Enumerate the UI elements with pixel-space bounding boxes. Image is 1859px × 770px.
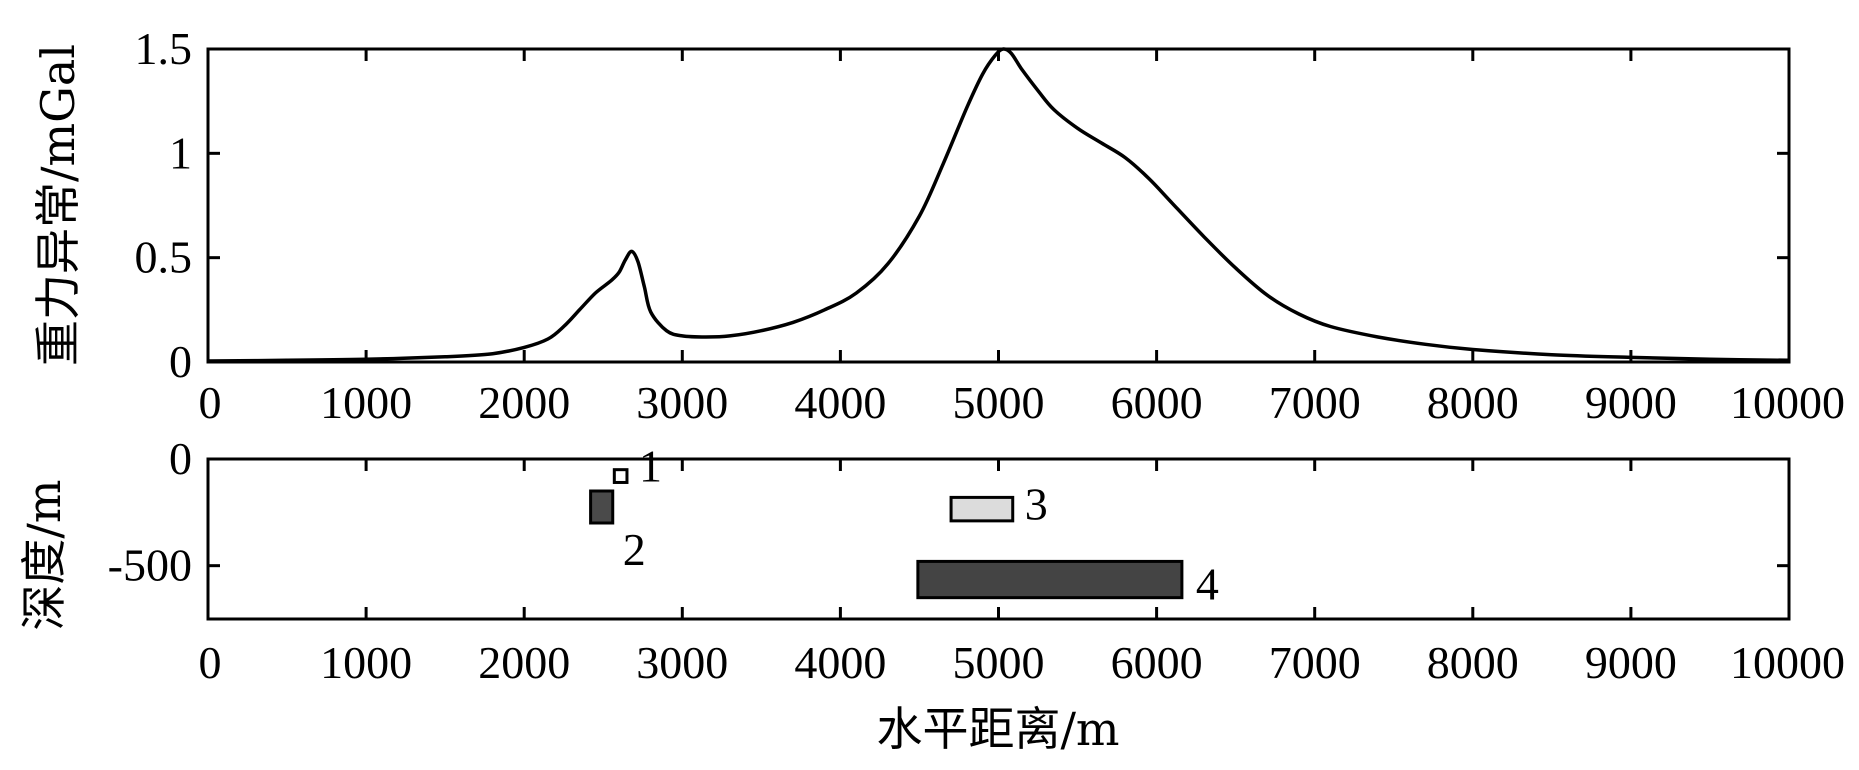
- x-axis-label: 水平距离/m: [876, 702, 1119, 756]
- bottom-y-tick-label: 0: [169, 433, 192, 484]
- top-x-tick-label: 3000: [636, 377, 728, 428]
- top-y-tick-labels: 0 0.5 1 1.5: [135, 23, 193, 387]
- top-x-tick-label: 0: [199, 377, 222, 428]
- top-x-tick-label: 9000: [1585, 377, 1677, 428]
- bottom-x-tick-labels: 0 1000 2000 3000 4000 5000 6000 7000 8000 9000 100…: [199, 637, 1846, 688]
- top-x-tick-label: 4000: [794, 377, 886, 428]
- bottom-x-tick-label: 4000: [794, 637, 886, 688]
- top-x-tick-label: 7000: [1269, 377, 1361, 428]
- top-y-tick-label: 1.5: [135, 23, 193, 74]
- bottom-x-tick-label: 6000: [1111, 637, 1203, 688]
- bottom-y-axis-label: 深度/m: [17, 479, 71, 630]
- body-label-4: 4: [1196, 558, 1219, 609]
- bottom-x-tick-label: 7000: [1269, 637, 1361, 688]
- body-label-3: 3: [1025, 478, 1048, 529]
- top-x-tick-label: 5000: [953, 377, 1045, 428]
- bottom-x-tick-label: 9000: [1585, 637, 1677, 688]
- bottom-x-tick-label: 10000: [1730, 637, 1845, 688]
- top-x-tick-labels: 0 1000 2000 3000 4000 5000 6000 7000 8000 9000 100…: [199, 377, 1846, 428]
- top-x-tick-label: 6000: [1111, 377, 1203, 428]
- bottom-x-tick-label: 8000: [1427, 637, 1519, 688]
- body-label-2: 2: [623, 524, 646, 575]
- top-y-tick-label: 0.5: [135, 232, 193, 283]
- bottom-y-tick-label: -500: [108, 540, 192, 591]
- top-ticks: [206, 47, 1791, 364]
- bottom-ticks: [206, 457, 1791, 619]
- top-x-tick-label: 8000: [1427, 377, 1519, 428]
- bottom-x-tick-label: 1000: [320, 637, 412, 688]
- gravity-anomaly-panel: 0 1000 2000 3000 4000 5000 6000 7000 8000 9000 100…: [31, 23, 1845, 428]
- body-label-1: 1: [639, 441, 662, 492]
- depth-model-panel: 0 1000 2000 3000 4000 5000 6000 7000 8000 9000 100…: [17, 433, 1845, 756]
- top-x-tick-label: 10000: [1730, 377, 1845, 428]
- top-y-tick-label: 1: [169, 127, 192, 178]
- bottom-y-tick-labels: 0 -500: [108, 433, 192, 591]
- body-2: [589, 489, 615, 525]
- top-y-tick-label: 0: [169, 336, 192, 387]
- gravity-anomaly-line: [207, 47, 1790, 363]
- anomalous-bodies: 1 2 3 4: [589, 441, 1219, 609]
- bottom-x-tick-label: 3000: [636, 637, 728, 688]
- top-x-tick-label: 1000: [320, 377, 412, 428]
- body-3: [949, 495, 1015, 523]
- bottom-x-tick-label: 0: [199, 637, 222, 688]
- body-4: [916, 559, 1184, 600]
- bottom-x-tick-label: 5000: [953, 637, 1045, 688]
- bottom-x-tick-label: 2000: [478, 637, 570, 688]
- top-y-axis-label: 重力异常/mGal: [31, 44, 85, 366]
- body-1: [612, 468, 629, 484]
- top-plot-frame: [206, 47, 1791, 364]
- top-x-tick-label: 2000: [478, 377, 570, 428]
